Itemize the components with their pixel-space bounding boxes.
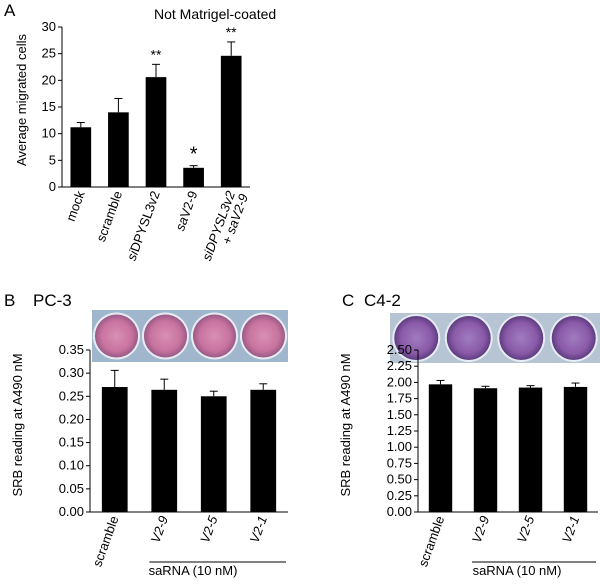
panel-letter-a: A (4, 1, 16, 20)
panel-c: C C4-2 SRB reading at A490 nM 0.000.250.… (338, 291, 600, 578)
category-label-line2-plus: + (219, 231, 237, 247)
bar (563, 386, 588, 512)
category-label: V2-5 (514, 513, 538, 545)
wells-photo-b (92, 310, 288, 362)
y-tick-label: 0.20 (59, 411, 84, 426)
y-axis-label-c: SRB reading at A490 nM (338, 353, 353, 496)
stained-well (499, 316, 544, 360)
y-tick-label: 1.75 (387, 391, 412, 406)
y-axis-label-b: SRB reading at A490 nM (10, 353, 25, 496)
chart-b: 0.00 0.05 0.10 0.15 0.20 0.25 0.30 0.35 scramble… (59, 342, 288, 569)
y-tick-label: 0.50 (387, 472, 412, 487)
stained-well (143, 314, 188, 358)
bar (473, 388, 498, 512)
y-tick-label: 0.30 (59, 365, 84, 380)
y-tick-label: 30 (42, 19, 56, 34)
category-label: V2-1 (247, 514, 270, 545)
category-label: V2-5 (197, 513, 221, 545)
category-label: mock (63, 188, 88, 223)
bar (101, 387, 128, 512)
y-tick-label: 0.25 (59, 388, 84, 403)
stained-well (551, 316, 596, 360)
chart-title-b: PC-3 (33, 291, 72, 310)
y-tick-label: 0.25 (387, 488, 412, 503)
category-label: V2-9 (148, 514, 171, 545)
bar (518, 387, 543, 512)
significance-marker: * (190, 144, 198, 166)
bar (70, 127, 92, 187)
y-tick-label: 0.00 (59, 504, 84, 519)
y-tick-label: 2.00 (387, 374, 412, 389)
y-tick-label: 2.25 (387, 358, 412, 373)
bar (151, 389, 178, 512)
y-tick-label: 0.05 (59, 481, 84, 496)
category-label-main-part: DPYSL3v2 (127, 189, 163, 254)
group-label-b: saRNA (10 nM) (149, 563, 238, 578)
significance-marker: ** (226, 24, 237, 40)
y-tick-label: 0.75 (387, 455, 412, 470)
stained-well (394, 316, 439, 360)
y-tick-label: 0.35 (59, 342, 84, 357)
bar (108, 112, 129, 187)
bar (250, 389, 277, 512)
group-label-c: saRNA (10 nM) (473, 563, 562, 578)
bar (220, 55, 242, 187)
category-label-italic-part: sa (172, 215, 191, 233)
bar (145, 77, 167, 187)
stained-well (192, 314, 237, 358)
chart-title-c: C4-2 (364, 291, 401, 310)
y-axis-label-a: Average migrated cells (14, 34, 29, 166)
stained-well (241, 314, 286, 358)
stained-well (446, 316, 491, 360)
category-label: scramble (415, 514, 447, 569)
y-tick-label: 1.25 (387, 423, 412, 438)
y-tick-label: 10 (42, 126, 56, 141)
y-tick-label: 5 (49, 152, 56, 167)
bar (428, 384, 453, 512)
y-tick-label: 1.00 (387, 439, 412, 454)
panel-letter-c: C (342, 291, 354, 310)
y-tick-label: 1.50 (387, 407, 412, 422)
category-label: saV2-9 (172, 189, 200, 233)
wells-photo-c (390, 313, 600, 363)
y-tick-label: 2.50 (387, 342, 412, 357)
y-tick-label: 20 (42, 72, 56, 87)
category-label: scramble (89, 514, 121, 569)
panel-b: B PC-3 SRB reading at A490 nM 0.000.050.… (4, 291, 288, 578)
category-label-main-part: V2-9 (177, 189, 200, 220)
stained-well (94, 314, 139, 358)
chart-c: 0.000.250.50 0.751.001.251.501.75 2.002.25… (387, 342, 598, 569)
category-label: V2-1 (559, 514, 582, 545)
y-tick-label: 15 (42, 99, 56, 114)
panel-a: A Not Matrigel-coated Average migrated c… (4, 1, 276, 263)
y-tick-label: 25 (42, 46, 56, 61)
chart-title-a: Not Matrigel-coated (154, 6, 276, 22)
y-tick-label: 0.00 (387, 504, 412, 519)
y-tick-label: 0.15 (59, 435, 84, 450)
category-label-main-part: scramble (93, 189, 125, 244)
category-label-main-part: mock (63, 188, 88, 223)
chart-a: 0 5 10 15 20 25 30 mock scramble ** siDPYSL3v2 * saV… (42, 19, 251, 263)
significance-marker: ** (151, 46, 162, 62)
bar (200, 396, 227, 512)
y-tick-label: 0.10 (59, 458, 84, 473)
bar (183, 167, 204, 187)
category-label: V2-9 (469, 514, 492, 545)
category-label: siDPYSL3v2 (124, 189, 163, 263)
y-tick-label: 0 (49, 179, 56, 194)
panel-letter-b: B (4, 291, 15, 310)
category-label: scramble (93, 189, 125, 244)
